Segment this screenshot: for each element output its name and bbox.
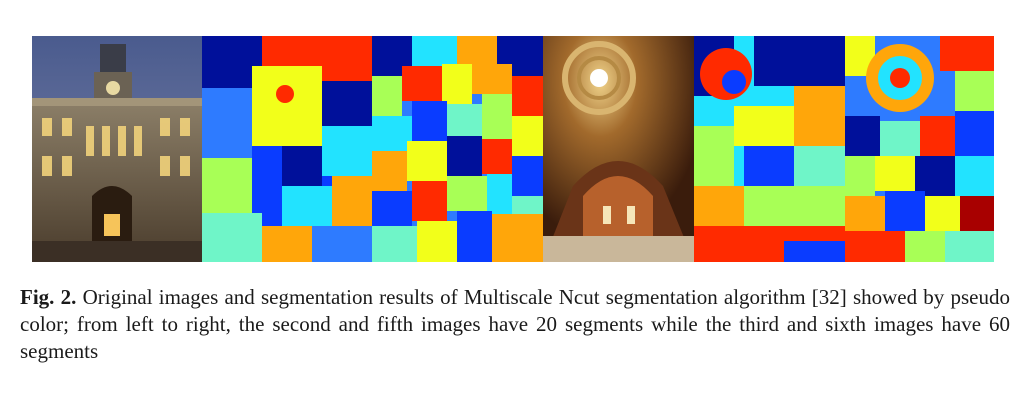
segmentation-60-image <box>372 36 543 262</box>
segmentation-60-panel-2 <box>845 36 994 262</box>
photo-building-panel <box>32 36 202 262</box>
photo-church-panel <box>543 36 694 262</box>
church-photo-image <box>543 36 694 262</box>
segmentation-20-panel-2 <box>694 36 845 262</box>
segmentation-60-panel <box>372 36 543 262</box>
figure-caption-label: Fig. 2. <box>20 285 77 309</box>
building-photo-image <box>32 36 202 262</box>
figure-caption: Fig. 2. Original images and segmentation… <box>20 284 1010 365</box>
segmentation-20-image <box>202 36 372 262</box>
figure-image-strip <box>32 36 994 262</box>
segmentation-60-image-2 <box>845 36 994 262</box>
segmentation-20-panel <box>202 36 372 262</box>
figure-caption-text: Original images and segmentation results… <box>20 285 1011 363</box>
segmentation-20-image-2 <box>694 36 845 262</box>
